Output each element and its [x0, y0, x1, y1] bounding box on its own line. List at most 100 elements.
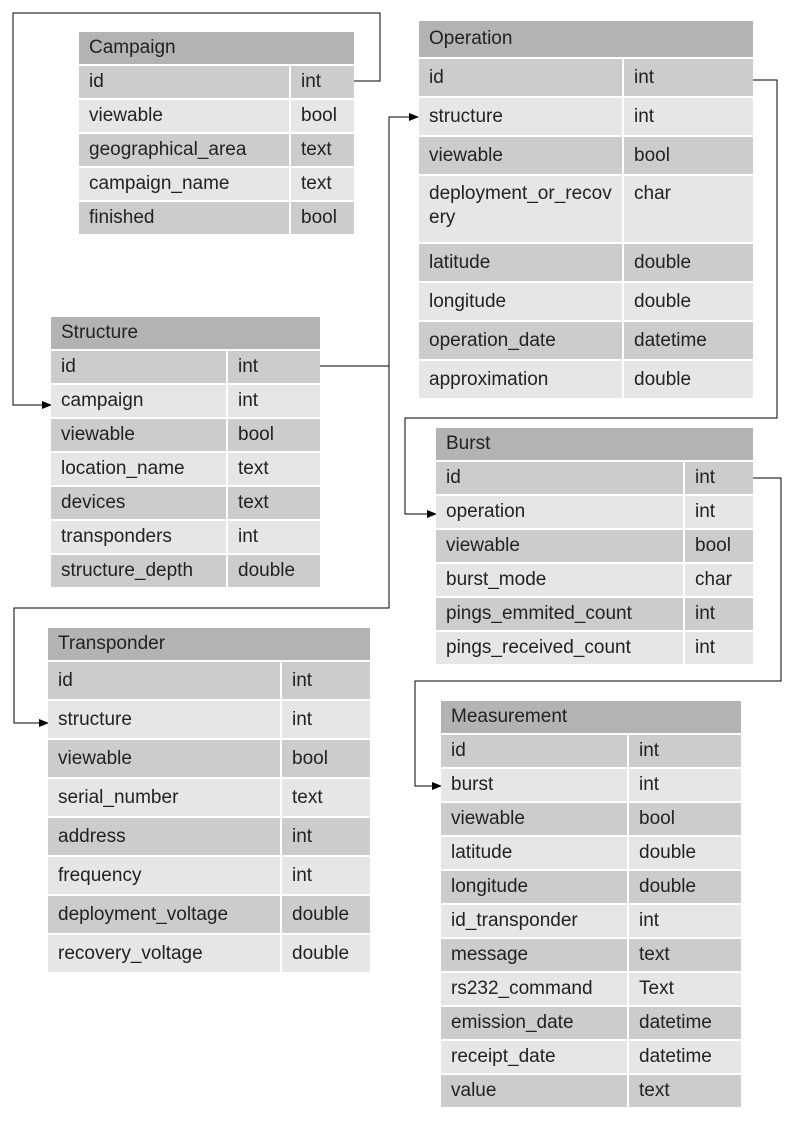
operation-title: Operation: [419, 21, 754, 59]
field-type: double: [282, 935, 370, 974]
field-name: devices: [51, 487, 228, 521]
field-type: double: [624, 361, 754, 400]
field-name: operation_date: [419, 322, 624, 361]
field-type: double: [228, 555, 320, 589]
campaign-table: Campaign id int viewable bool geographical…: [79, 32, 355, 236]
field-name: pings_received_count: [436, 632, 685, 666]
field-name: viewable: [441, 803, 629, 837]
field-name: rs232_command: [441, 973, 629, 1007]
field-name: transponders: [51, 521, 228, 555]
field-name: geographical_area: [79, 134, 291, 168]
field-type: int: [685, 632, 754, 666]
field-name: deployment_or_recovery: [419, 176, 624, 244]
transponder-table: Transponder id int structure int viewable b…: [48, 628, 370, 974]
field-type: char: [685, 564, 754, 598]
field-type: double: [624, 244, 754, 283]
field-name: id: [436, 462, 685, 496]
field-name: emission_date: [441, 1007, 629, 1041]
field-type: bool: [685, 530, 754, 564]
field-type: int: [629, 735, 742, 769]
field-type: int: [228, 521, 320, 555]
field-type: bool: [624, 137, 754, 176]
field-name: location_name: [51, 453, 228, 487]
field-name: address: [48, 818, 282, 857]
structure-table: Structure id int campaign int viewable bool…: [51, 317, 320, 589]
field-name: receipt_date: [441, 1041, 629, 1075]
field-type: bool: [228, 419, 320, 453]
transponder-title: Transponder: [48, 628, 370, 662]
field-name: id_transponder: [441, 905, 629, 939]
field-name: viewable: [51, 419, 228, 453]
field-type: text: [228, 487, 320, 521]
field-name: structure_depth: [51, 555, 228, 589]
field-name: campaign_name: [79, 168, 291, 202]
field-type: int: [624, 59, 754, 98]
field-type: int: [629, 769, 742, 803]
field-type: Text: [629, 973, 742, 1007]
measurement-table: Measurement id int burst int viewable bool …: [441, 701, 742, 1109]
field-name: id: [79, 66, 291, 100]
structure-title: Structure: [51, 317, 320, 351]
field-name: operation: [436, 496, 685, 530]
field-type: int: [624, 98, 754, 137]
field-name: id: [48, 662, 282, 701]
field-type: int: [685, 462, 754, 496]
field-name: burst_mode: [436, 564, 685, 598]
field-name: serial_number: [48, 779, 282, 818]
field-name: viewable: [48, 740, 282, 779]
field-type: text: [282, 779, 370, 818]
campaign-title: Campaign: [79, 32, 355, 66]
field-name: viewable: [436, 530, 685, 564]
field-name: id: [51, 351, 228, 385]
field-name: id: [441, 735, 629, 769]
field-name: longitude: [419, 283, 624, 322]
field-name: structure: [48, 701, 282, 740]
field-name: pings_emmited_count: [436, 598, 685, 632]
field-type: datetime: [629, 1007, 742, 1041]
field-type: int: [282, 818, 370, 857]
field-type: double: [624, 283, 754, 322]
field-type: int: [228, 385, 320, 419]
field-type: text: [629, 939, 742, 973]
field-name: frequency: [48, 857, 282, 896]
field-name: longitude: [441, 871, 629, 905]
field-name: structure: [419, 98, 624, 137]
field-name-text: deployment_or_recovery: [429, 183, 612, 228]
field-type: int: [282, 662, 370, 701]
field-type: int: [282, 701, 370, 740]
field-type: text: [228, 453, 320, 487]
field-name: latitude: [419, 244, 624, 283]
measurement-title: Measurement: [441, 701, 742, 735]
field-name: id: [419, 59, 624, 98]
burst-table: Burst id int operation int viewable bool bu…: [436, 428, 754, 666]
field-name: approximation: [419, 361, 624, 400]
field-type: bool: [282, 740, 370, 779]
field-name: burst: [441, 769, 629, 803]
field-type: int: [282, 857, 370, 896]
field-type: bool: [291, 100, 355, 134]
field-type: int: [685, 496, 754, 530]
field-type: text: [291, 168, 355, 202]
field-type: double: [629, 837, 742, 871]
field-type: text: [291, 134, 355, 168]
burst-title: Burst: [436, 428, 754, 462]
field-type: int: [291, 66, 355, 100]
field-name: message: [441, 939, 629, 973]
field-type: int: [685, 598, 754, 632]
field-name: viewable: [419, 137, 624, 176]
field-type: bool: [291, 202, 355, 236]
field-type: char: [624, 176, 754, 244]
field-type: double: [629, 871, 742, 905]
field-type: int: [629, 905, 742, 939]
field-type: bool: [629, 803, 742, 837]
field-type: text: [629, 1075, 742, 1109]
field-type: double: [282, 896, 370, 935]
field-name: recovery_voltage: [48, 935, 282, 974]
field-type: datetime: [629, 1041, 742, 1075]
field-type: datetime: [624, 322, 754, 361]
field-name: value: [441, 1075, 629, 1109]
field-name: latitude: [441, 837, 629, 871]
field-name: campaign: [51, 385, 228, 419]
operation-table: Operation id int structure int viewable boo…: [419, 21, 754, 400]
field-name: deployment_voltage: [48, 896, 282, 935]
